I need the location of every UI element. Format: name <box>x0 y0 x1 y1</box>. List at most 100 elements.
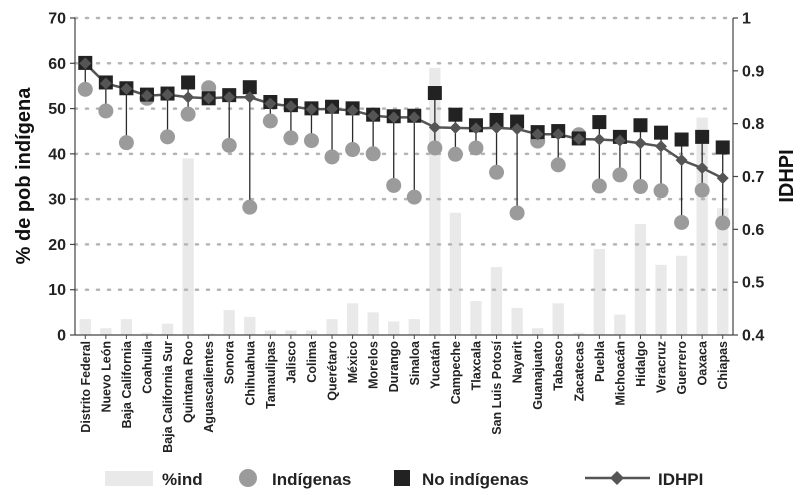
x-tick-label: Distrito Federal <box>79 341 93 433</box>
pct-bar <box>79 319 91 335</box>
x-tick-label: Chiapas <box>716 341 730 390</box>
points <box>77 55 731 231</box>
pct-bar <box>264 330 276 335</box>
indigenas-point <box>283 130 299 146</box>
y2-tick-label: 0.8 <box>742 116 764 133</box>
x-tick-label: Guanajuato <box>531 341 545 410</box>
y-tick-label: 60 <box>48 56 66 73</box>
legend-label-pct: %ind <box>162 470 203 489</box>
indigenas-point <box>447 146 463 162</box>
x-tick-label: Nuevo León <box>99 341 113 413</box>
x-tick-label: Colima <box>305 340 319 383</box>
idhpi-marker <box>223 91 236 104</box>
category-labels: Distrito Federal Nuevo León Baja Californi… <box>79 340 730 453</box>
pct-bar <box>614 314 626 335</box>
y-tick-label: 0 <box>57 328 66 345</box>
pct-bar <box>120 319 133 335</box>
x-tick-label: Tabasco <box>552 341 566 391</box>
stems <box>84 62 724 223</box>
x-tick-label: Quintana Roo <box>182 341 196 423</box>
pct-bar <box>100 328 112 335</box>
indigenas-point <box>406 189 422 205</box>
pct-bar <box>305 330 318 335</box>
idhpi-line <box>84 62 724 180</box>
no-indigenas-point <box>510 114 525 129</box>
no-indigenas-point <box>633 118 648 133</box>
no-indigenas-point <box>427 86 442 101</box>
indigenas-point <box>386 177 402 193</box>
no-indigenas-point <box>448 107 463 122</box>
x-tick-label: Tlaxcala <box>469 340 483 390</box>
idhpi-marker <box>161 88 174 101</box>
x-tick-label: Baja California Sur <box>161 341 175 453</box>
legend: %ind Indígenas No indígenas IDHPI <box>105 469 703 489</box>
indigenas-point <box>674 214 690 230</box>
y2-tick-label: 0.6 <box>742 222 764 239</box>
x-tick-label: Durango <box>387 341 401 393</box>
x-tick-label: Sonora <box>223 340 237 384</box>
y-tick-label: 50 <box>48 101 66 118</box>
idhpi-marker <box>449 121 462 134</box>
idhpi-marker <box>428 121 441 134</box>
no-indigenas-point <box>654 125 669 140</box>
pct-bar <box>490 267 503 335</box>
indigenas-point <box>489 164 505 180</box>
idhpi-marker <box>140 89 153 102</box>
indigenas-point <box>427 140 443 156</box>
pct-bar <box>429 67 441 336</box>
x-tick-label: Baja California <box>120 340 134 429</box>
legend-label-no-indigenas: No indígenas <box>422 470 529 489</box>
indigenas-point <box>345 142 361 158</box>
x-tick-label: Puebla <box>593 340 607 382</box>
indigenas-point <box>509 205 525 221</box>
idhpi-marker <box>552 128 565 141</box>
y-axis-title: % de pob indígena <box>13 87 35 265</box>
pct-bar <box>470 301 482 335</box>
x-tick-label: Sinaloa <box>408 340 422 386</box>
y2-tick-label: 0.7 <box>742 169 764 186</box>
x-tick-label: Morelos <box>367 341 381 389</box>
x-tick-label: Chihuahua <box>243 340 257 406</box>
idhpi-marker <box>675 154 688 167</box>
no-indigenas-point <box>242 80 257 95</box>
no-indigenas-point <box>715 140 730 155</box>
idhpi-marker <box>572 132 585 145</box>
indigenas-point <box>653 183 669 199</box>
no-indigenas-point <box>181 75 196 90</box>
pct-bar <box>717 208 729 335</box>
pct-bar <box>223 310 235 335</box>
pct-bar <box>696 117 708 335</box>
indigenas-point <box>221 137 237 153</box>
idhpi-marker <box>593 133 606 146</box>
indigenas-point <box>303 133 319 149</box>
indigenas-point <box>180 106 196 122</box>
x-tick-label: Jalisco <box>284 341 298 384</box>
y-tick-label: 30 <box>48 192 66 209</box>
indigenas-point <box>612 167 628 183</box>
idhpi-marker <box>634 137 647 150</box>
idhpi-marker <box>99 77 112 90</box>
legend-swatch-no-indigenas <box>394 470 410 486</box>
indigenas-point <box>262 113 278 129</box>
pct-bar <box>449 212 462 335</box>
pct-bar <box>244 316 256 335</box>
legend-swatch-idhpi-marker <box>610 471 624 485</box>
y2-axis-title: IDHPI <box>776 149 798 202</box>
y2-tick-label: 0.9 <box>742 63 764 80</box>
pct-bar <box>388 321 400 335</box>
y-tick-label: 70 <box>48 11 66 28</box>
idhpi-series <box>84 62 724 180</box>
idhpi-marker <box>511 122 524 135</box>
indigenas-point <box>242 199 258 215</box>
x-tick-label: Tamaulipas <box>264 341 278 409</box>
pct-bar <box>408 319 420 335</box>
x-tick-label: Yucatán <box>428 341 442 389</box>
x-tick-label: Nayarit <box>511 340 525 383</box>
pct-bar <box>326 319 338 335</box>
pct-bar <box>532 328 544 335</box>
indigenas-point <box>118 135 134 151</box>
x-tick-label: Aguascalientes <box>202 341 216 433</box>
indigenas-point <box>77 81 93 97</box>
idhpi-marker <box>408 111 421 124</box>
x-tick-label: Zacatecas <box>572 341 586 402</box>
